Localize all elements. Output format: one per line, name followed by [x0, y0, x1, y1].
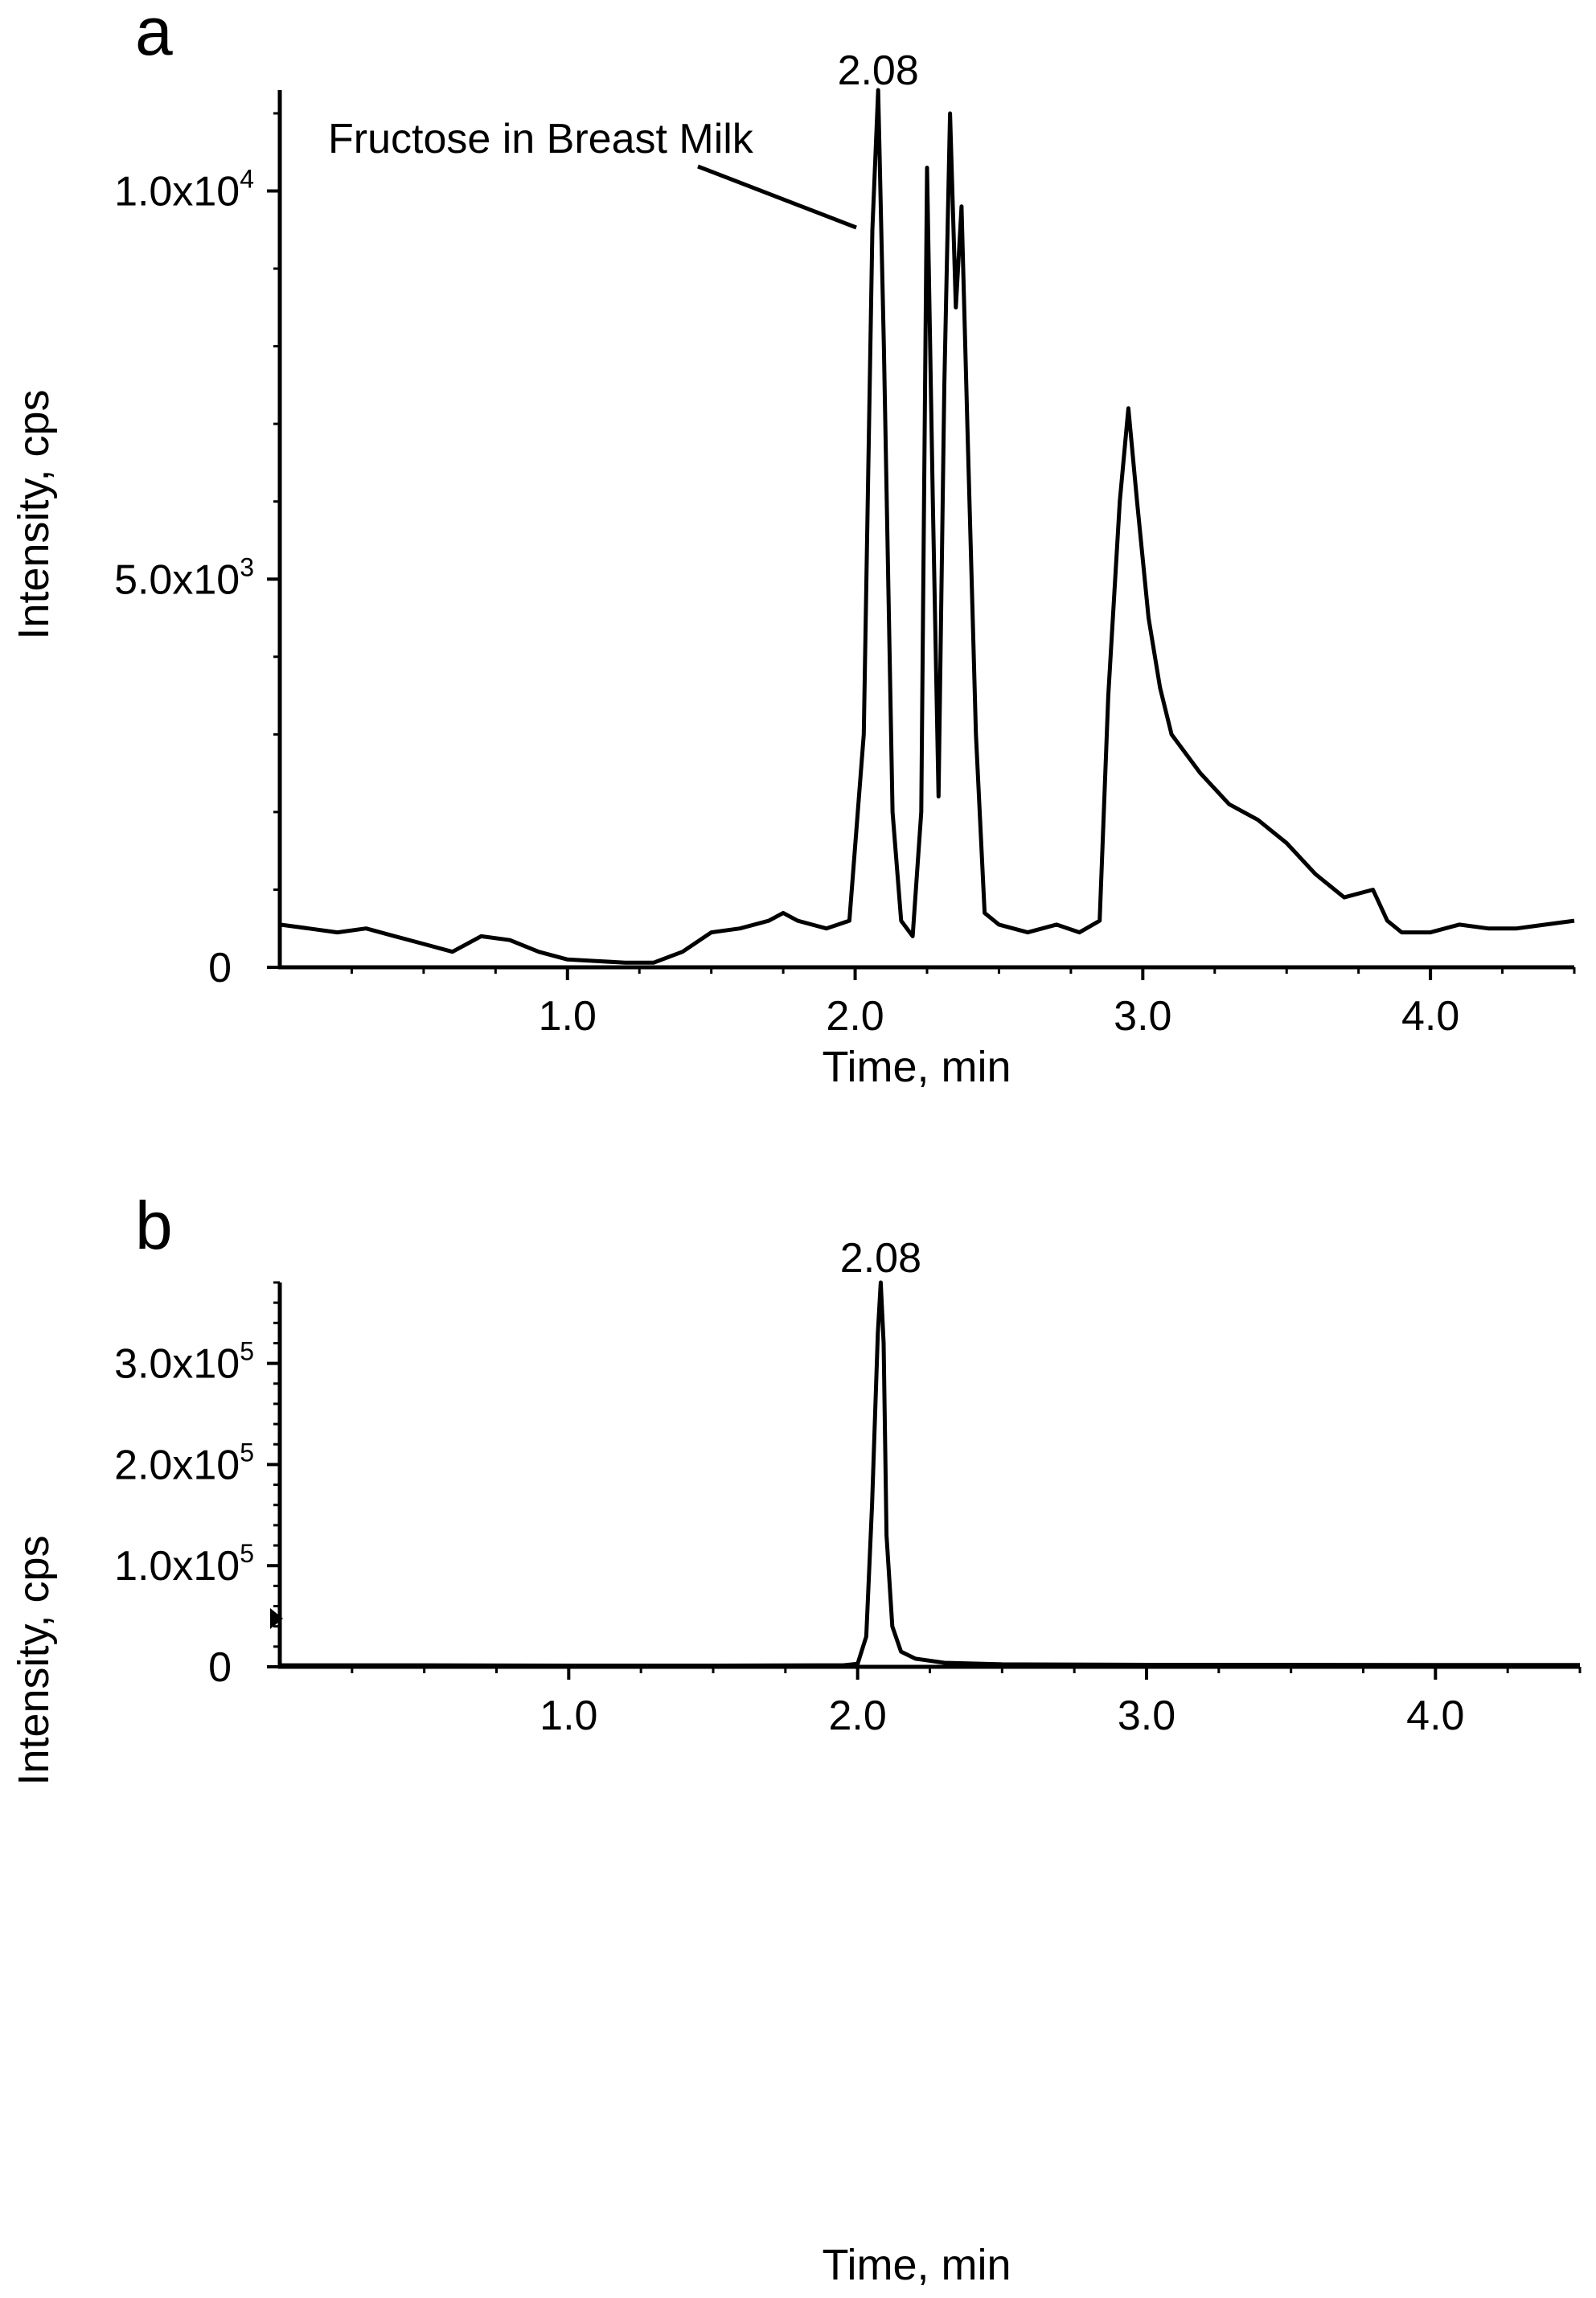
panel-a-x-ticks: 1.0 2.0 3.0 4.0 [350, 967, 1576, 1040]
x-tick-label: 2.0 [826, 993, 884, 1040]
x-tick-label: 3.0 [1118, 1693, 1175, 1739]
x-tick-label: 2.0 [829, 1693, 887, 1739]
panel-b-peak-label: 2.08 [840, 1235, 921, 1282]
panel-a: a Intensity, cps Time, min 0 5.0x103 1.0x1… [10, 0, 1576, 1091]
x-tick-label: 1.0 [540, 1693, 597, 1739]
panel-a-trace [279, 88, 1575, 965]
panel-b-y-axis-title: Intensity, cps [10, 1535, 58, 1785]
x-tick-label: 3.0 [1114, 993, 1171, 1040]
y-tick-label: 1.0x104 [114, 165, 254, 215]
x-tick-label: 4.0 [1406, 1693, 1464, 1739]
panel-a-label: a [135, 0, 173, 69]
panel-a-peak-label: 2.08 [838, 47, 919, 94]
panel-b-label: b [135, 1188, 173, 1263]
y-tick-label: 2.0x105 [114, 1438, 254, 1488]
panel-b-x-axis-title: Time, min [822, 2241, 1011, 2289]
y-tick-label: 0 [208, 1644, 232, 1691]
x-tick-label: 1.0 [539, 993, 597, 1040]
y-tick-label: 5.0x103 [114, 552, 254, 603]
panel-a-annotation-leader [697, 164, 857, 230]
y-tick-label: 1.0x105 [114, 1539, 254, 1590]
panel-a-annotation-text: Fructose in Breast Milk [328, 116, 754, 162]
panel-b-x-ticks: 1.0 2.0 3.0 4.0 [351, 1667, 1582, 1739]
panel-a-y-axis-title: Intensity, cps [10, 389, 58, 639]
y-tick-label: 3.0x105 [114, 1337, 254, 1388]
panel-b-trace [280, 1280, 1580, 1668]
panel-a-x-axis-title: Time, min [822, 1043, 1011, 1091]
panel-b-axis-marker [270, 1608, 283, 1629]
panel-b: b Intensity, cps Time, min 0 1.0x105 2.0x1… [10, 1188, 1582, 2289]
panel-b-y-ticks: 0 1.0x105 2.0x105 3.0x105 [114, 1281, 280, 1691]
panel-a-y-ticks: 0 5.0x103 1.0x104 [114, 112, 280, 991]
x-tick-label: 4.0 [1401, 993, 1459, 1040]
y-tick-label: 0 [208, 945, 232, 991]
